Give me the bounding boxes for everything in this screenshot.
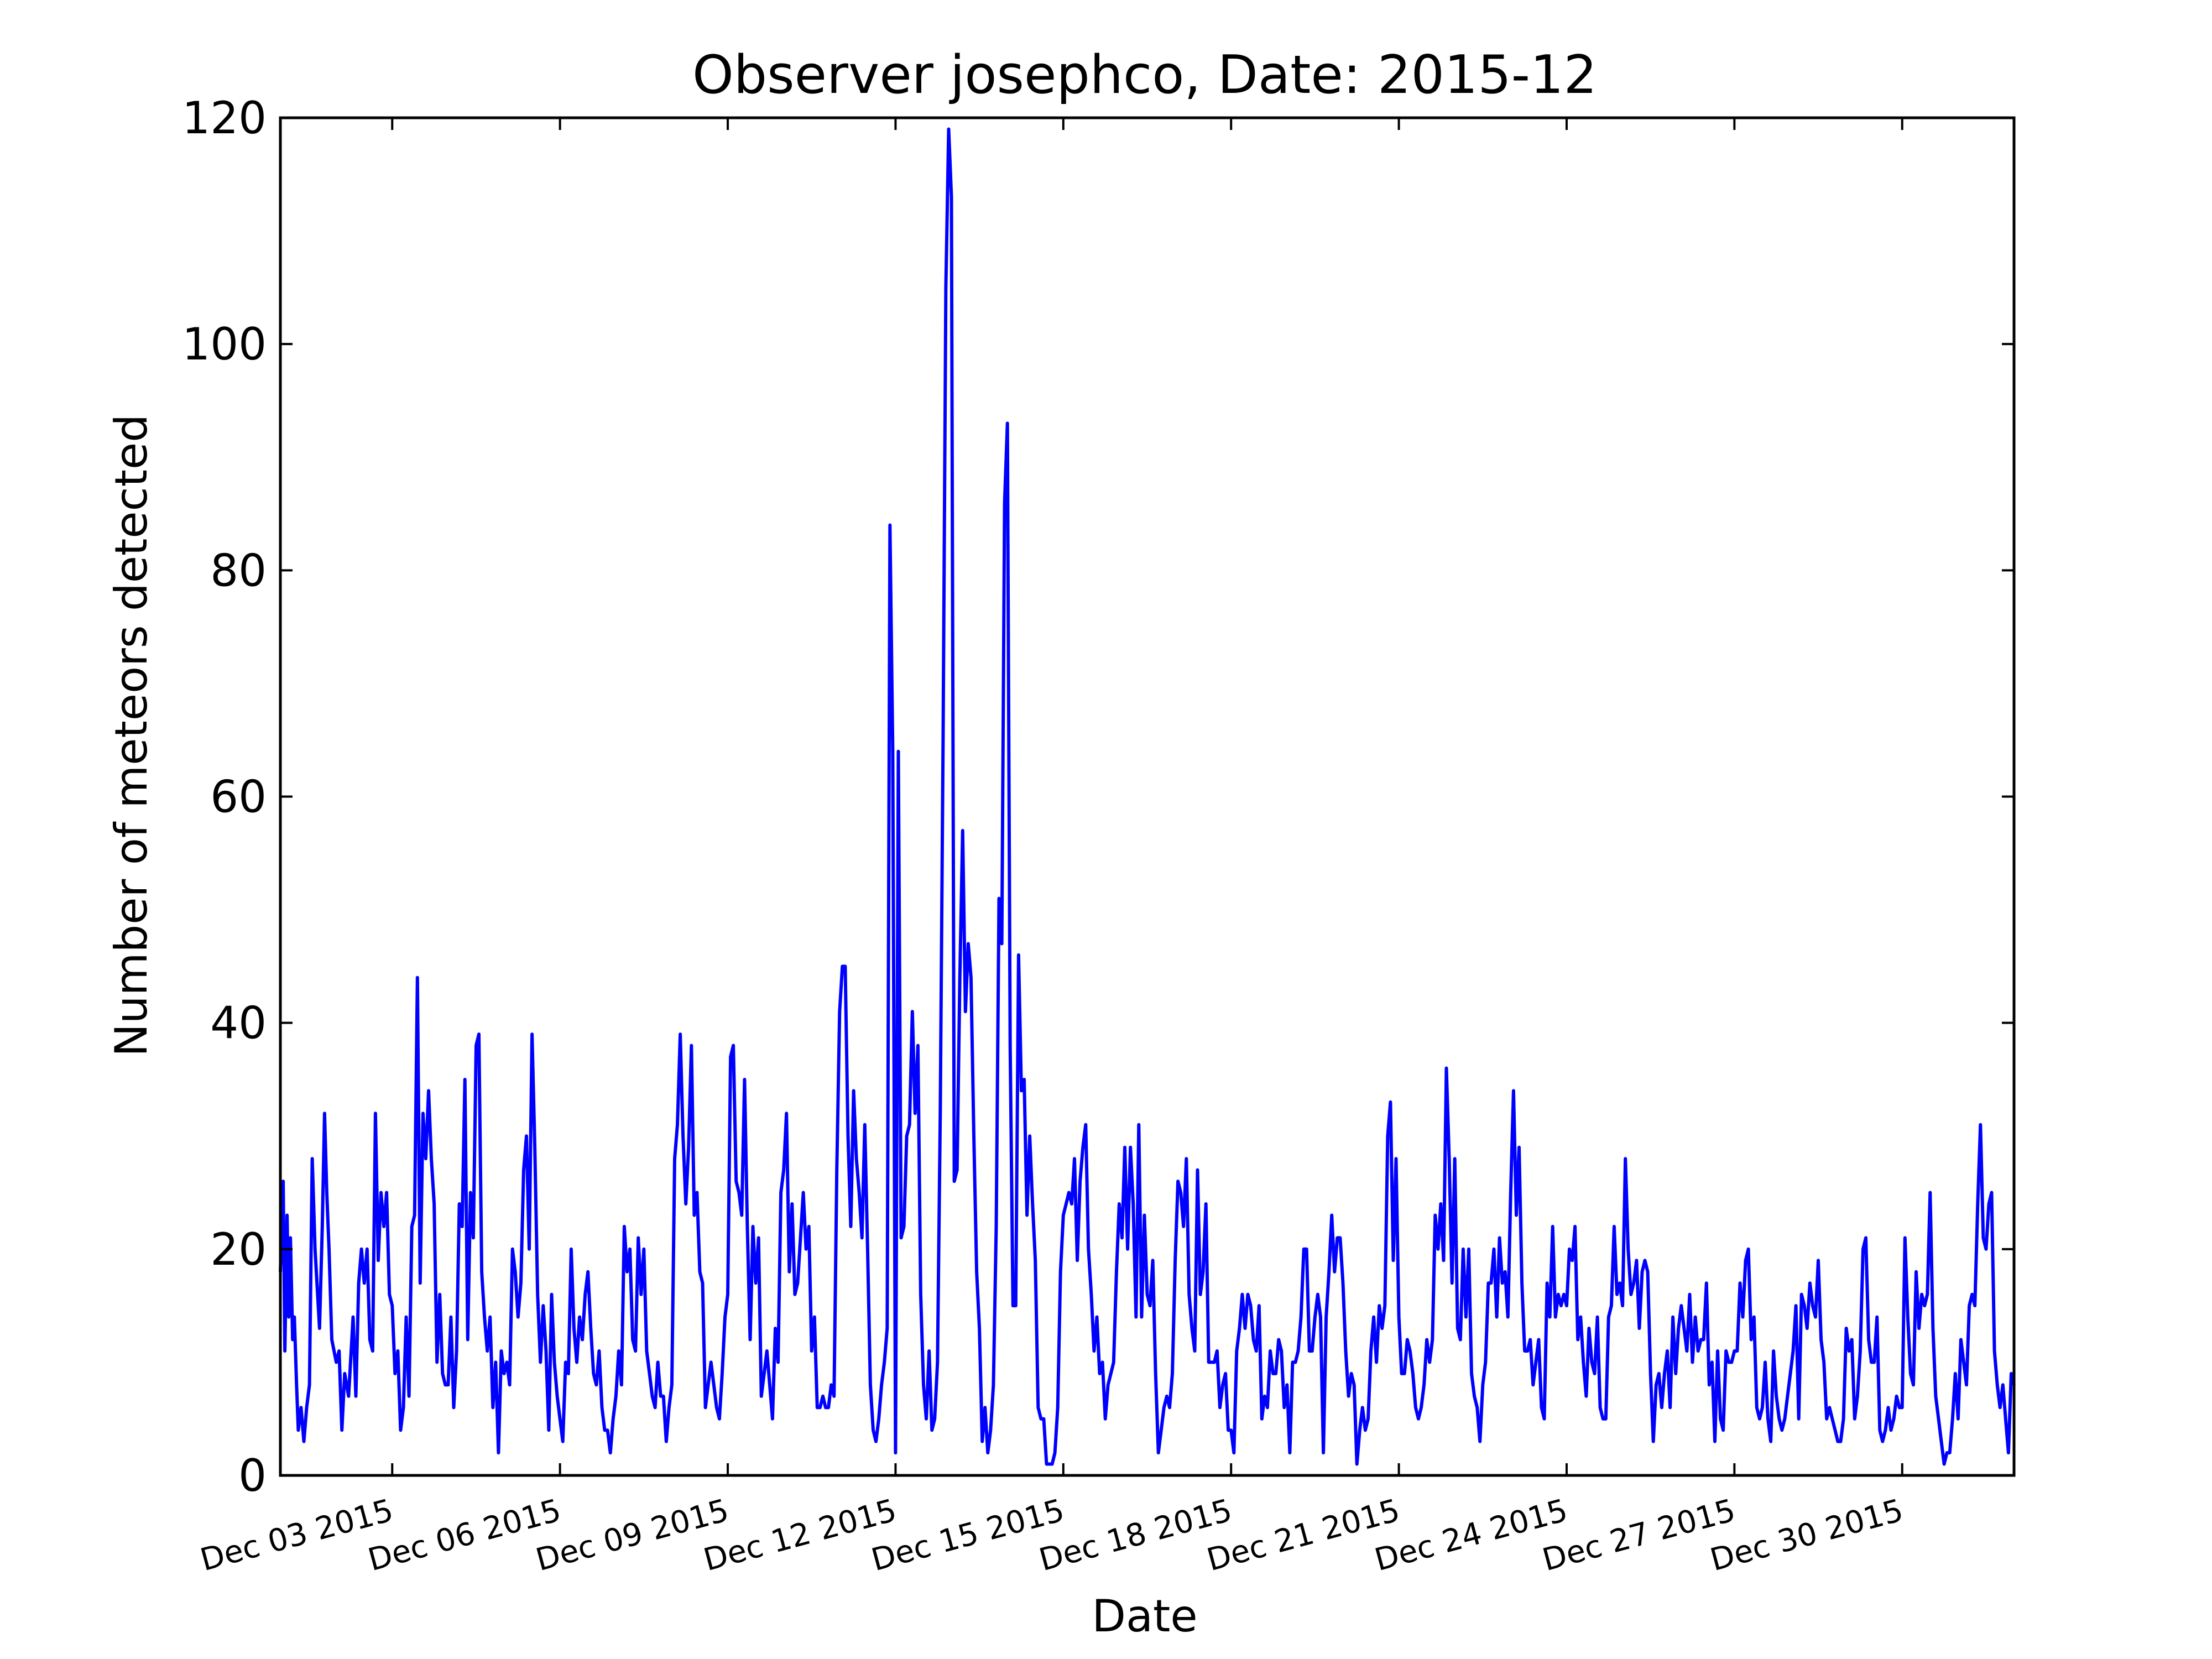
series-layer bbox=[279, 127, 2016, 1466]
plot-area-frame bbox=[279, 116, 2016, 1477]
y-tick-label: 0 bbox=[238, 1450, 267, 1501]
y-tick-label: 120 bbox=[182, 92, 267, 144]
series-line-meteors bbox=[279, 127, 2016, 1466]
y-tick-label: 100 bbox=[182, 319, 267, 370]
y-tick-label: 20 bbox=[210, 1224, 267, 1275]
x-axis-label: Date bbox=[1092, 1590, 1197, 1642]
y-tick-label: 60 bbox=[210, 771, 267, 823]
y-tick-label: 40 bbox=[210, 998, 267, 1049]
chart-title: Observer josephco, Date: 2015-12 bbox=[692, 45, 1597, 106]
y-axis-label: Number of meteors detected bbox=[106, 414, 157, 1057]
y-tick-label: 80 bbox=[210, 545, 267, 596]
